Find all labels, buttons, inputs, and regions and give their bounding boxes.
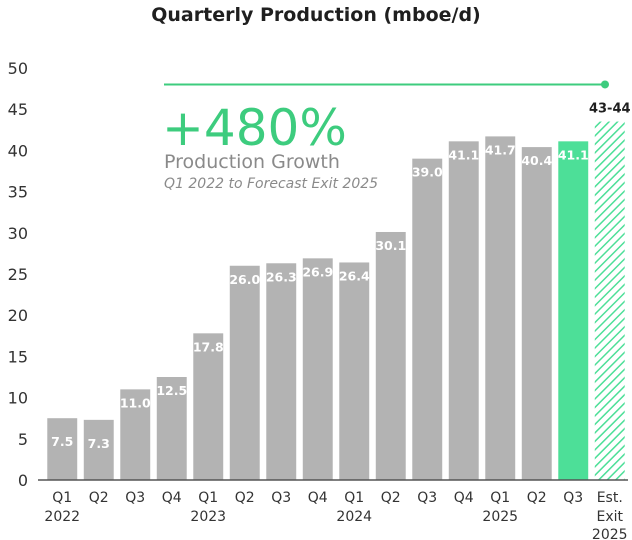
bar-value-label: 40.4 (521, 153, 552, 168)
x-tick-year-label: 2025 (482, 509, 518, 525)
bar (266, 263, 297, 480)
x-tick-label: Q2 (89, 490, 109, 506)
bar (339, 262, 370, 480)
x-tick-label: Q2 (235, 490, 255, 506)
x-tick-label: Q3 (125, 490, 145, 506)
x-tick-label: Q3 (271, 490, 291, 506)
y-tick-label: 30 (8, 224, 28, 243)
bar (485, 136, 516, 480)
growth-subtitle: Production Growth (164, 151, 340, 173)
x-tick-label: Q1 (52, 490, 72, 506)
bar (302, 258, 333, 480)
bar-series: 7.5 7.3 11.0 12.5 17.8 26.0 26.3 26.9 26.4 30.1 39… (47, 102, 631, 480)
bar (156, 377, 187, 480)
bar-value-label: 43-44 (589, 102, 631, 117)
bar (448, 141, 479, 480)
x-tick-label: Q2 (381, 490, 401, 506)
bar-value-label: 41.1 (448, 147, 479, 162)
growth-period: Q1 2022 to Forecast Exit 2025 (164, 176, 378, 192)
bar (521, 147, 552, 480)
x-tick-label: Q4 (162, 490, 182, 506)
bar-value-label: 41.7 (485, 142, 516, 157)
bar (375, 231, 406, 480)
y-tick-label: 0 (18, 471, 28, 490)
bar-value-label: 26.0 (229, 272, 260, 287)
bar-value-label: 7.5 (51, 434, 73, 449)
x-tick-year-label: 2023 (190, 509, 226, 525)
x-axis: Q1 2022 Q2 Q3 Q4 Q1 2023 Q2 Q3 Q4 Q1 2024 Q2 Q3 Q4 Q1 20… (38, 479, 628, 540)
y-tick-label: 50 (8, 59, 28, 78)
x-tick-label: Q1 (490, 490, 510, 506)
x-tick-year-label: 2025 (592, 527, 628, 540)
bar (558, 141, 589, 480)
y-tick-label: 45 (8, 100, 28, 119)
y-tick-label: 10 (8, 389, 28, 408)
y-tick-label: 35 (8, 183, 28, 202)
y-tick-label: 5 (18, 430, 28, 449)
bar-value-label: 26.9 (302, 264, 333, 279)
x-tick-label: Est. (597, 490, 623, 506)
x-tick-label: Q1 (198, 490, 218, 506)
bar-value-label: 41.1 (558, 147, 589, 162)
x-tick-label: Q3 (563, 490, 583, 506)
y-axis: 0 5 10 15 20 25 30 35 40 45 50 (8, 59, 28, 490)
x-tick-label: Q4 (454, 490, 474, 506)
bar-value-label: 39.0 (412, 165, 443, 180)
growth-annotation: +480% Production Growth Q1 2022 to Forec… (162, 80, 609, 192)
bar-value-label: 26.3 (266, 269, 297, 284)
bar-value-label: 30.1 (375, 238, 406, 253)
bar (83, 419, 114, 480)
bar (412, 158, 443, 480)
y-tick-label: 20 (8, 306, 28, 325)
y-tick-label: 40 (8, 141, 28, 160)
x-tick-label: Q4 (308, 490, 328, 506)
bar (229, 265, 260, 480)
bar (120, 389, 151, 480)
x-tick-label: Q1 (344, 490, 364, 506)
x-tick-year-label: 2024 (336, 509, 372, 525)
bar (47, 418, 78, 480)
x-tick-label: Q3 (417, 490, 437, 506)
y-tick-label: 15 (8, 347, 28, 366)
bar (594, 121, 625, 480)
reference-line-endpoint (601, 80, 609, 89)
bar-value-label: 7.3 (88, 436, 110, 451)
bar-value-label: 12.5 (156, 383, 187, 398)
x-tick-year-label: 2022 (44, 509, 80, 525)
bar-value-label: 11.0 (120, 395, 151, 410)
bar-value-label: 26.4 (339, 268, 370, 283)
bar-value-label: 17.8 (193, 339, 224, 354)
growth-headline: +480% (162, 99, 347, 157)
x-tick-label: Exit (596, 509, 623, 525)
y-tick-label: 25 (8, 265, 28, 284)
bar (193, 333, 224, 480)
x-tick-label: Q2 (527, 490, 547, 506)
chart-title: Quarterly Production (mboe/d) (151, 4, 481, 26)
